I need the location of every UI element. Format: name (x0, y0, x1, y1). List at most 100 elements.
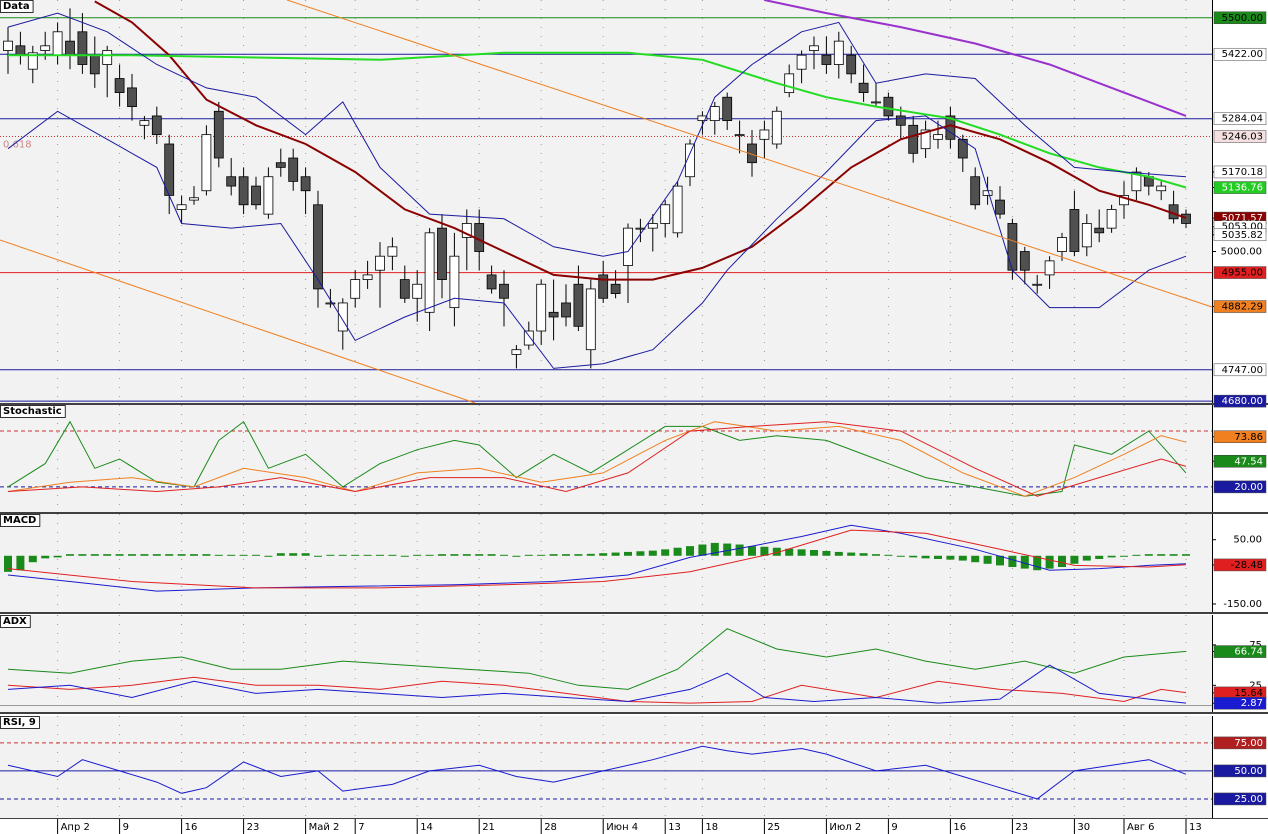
histogram-bar (710, 542, 719, 556)
panel-title-box (0, 0, 34, 13)
histogram-bar (636, 551, 645, 556)
candle-body (871, 101, 881, 104)
candle-body (895, 115, 906, 126)
histogram-bar (1107, 555, 1116, 558)
x-tick-label: Апр 2 (61, 822, 90, 833)
candle-body (412, 283, 423, 299)
histogram-bar (4, 555, 12, 572)
panel-title-box (0, 514, 41, 527)
candle-body (734, 134, 745, 137)
histogram-bar (797, 549, 806, 556)
level-label-box (1213, 165, 1267, 179)
series-line (7, 421, 1187, 497)
level-label-box (1213, 266, 1267, 279)
candle-body (362, 274, 373, 280)
histogram-bar (376, 554, 384, 556)
candle-body (771, 110, 782, 145)
histogram-bar (314, 555, 322, 557)
candle-body (1181, 213, 1191, 224)
candle-body (796, 54, 807, 70)
candle-body (424, 232, 435, 313)
histogram-bar (661, 549, 670, 556)
y-tick-label: 25 (1249, 680, 1262, 691)
y-tick-label: 5000.00 (1221, 247, 1262, 258)
candle-body (647, 223, 658, 229)
histogram-bar (53, 555, 62, 558)
histogram-bar (1020, 555, 1029, 569)
candle-body (523, 330, 534, 346)
histogram-bar (810, 549, 818, 556)
candle-body (437, 227, 447, 280)
x-tick-label: 21 (482, 822, 495, 833)
histogram-bar (735, 544, 744, 556)
candle-body (325, 302, 336, 305)
histogram-bar (512, 555, 521, 557)
candle-body (635, 227, 646, 230)
x-tick-label: 23 (1015, 822, 1028, 833)
candle-body (883, 96, 894, 117)
trend-line (286, 0, 1213, 308)
level-label-box (1213, 645, 1267, 658)
panel-background (0, 514, 1212, 612)
candle-body (1044, 260, 1055, 276)
candle-body (1081, 223, 1092, 248)
level-label: 50.00 (1234, 766, 1263, 777)
series-line (8, 51, 1187, 189)
histogram-bar (847, 552, 856, 556)
candle-body (995, 199, 1005, 215)
histogram-bar (934, 555, 942, 559)
candle-body (127, 87, 137, 107)
level-label-box (1213, 363, 1267, 377)
candle-body (982, 190, 993, 196)
y-tick-label: 50.00 (1233, 535, 1262, 546)
candle-body (784, 73, 795, 93)
series-line (764, 0, 1187, 117)
candle-body (251, 185, 261, 206)
level-label-box (1213, 300, 1267, 313)
candle-body (40, 45, 51, 51)
histogram-bar (289, 553, 298, 556)
histogram-bar (859, 553, 868, 556)
histogram-bar (909, 555, 918, 558)
level-label-box (1213, 696, 1267, 710)
level-label: 5053.00 (1222, 222, 1263, 233)
candle-body (139, 120, 150, 126)
level-label-box (1213, 130, 1267, 143)
histogram-bar (16, 555, 25, 571)
level-label: -28.48 (1231, 560, 1263, 571)
candle-body (89, 54, 100, 75)
candle-body (1131, 171, 1142, 192)
candle-body (263, 176, 274, 215)
histogram-bar (41, 555, 50, 559)
level-label: 66.74 (1234, 647, 1263, 658)
histogram-bar (363, 554, 372, 556)
candle-body (548, 311, 559, 318)
candle-body (957, 138, 968, 159)
histogram-bar (686, 546, 694, 556)
histogram-bar (450, 554, 459, 556)
candle-body (337, 302, 348, 332)
histogram-bar (611, 552, 620, 556)
histogram-bar (834, 551, 843, 556)
x-tick-label: 9 (123, 822, 129, 833)
level-label: 5136.76 (1222, 183, 1263, 194)
panel-title-box (0, 615, 31, 628)
candle-body (1007, 223, 1018, 271)
candle-body (176, 204, 187, 210)
series-line (7, 110, 1187, 369)
level-label-box (1213, 480, 1267, 494)
candle-body (610, 283, 621, 295)
candle-body (1032, 283, 1043, 286)
histogram-bar (252, 554, 260, 556)
histogram-bar (748, 546, 756, 556)
level-label: 5246.03 (1222, 132, 1263, 143)
x-tick-label: Июн 4 (606, 822, 638, 833)
candle-body (623, 227, 633, 266)
candle-body (511, 349, 522, 355)
x-tick-label: 14 (420, 822, 433, 833)
series-line (7, 524, 1187, 592)
series-line (7, 529, 1187, 589)
histogram-bar (462, 554, 471, 556)
candle-body (27, 52, 38, 70)
histogram-bar (822, 550, 831, 556)
